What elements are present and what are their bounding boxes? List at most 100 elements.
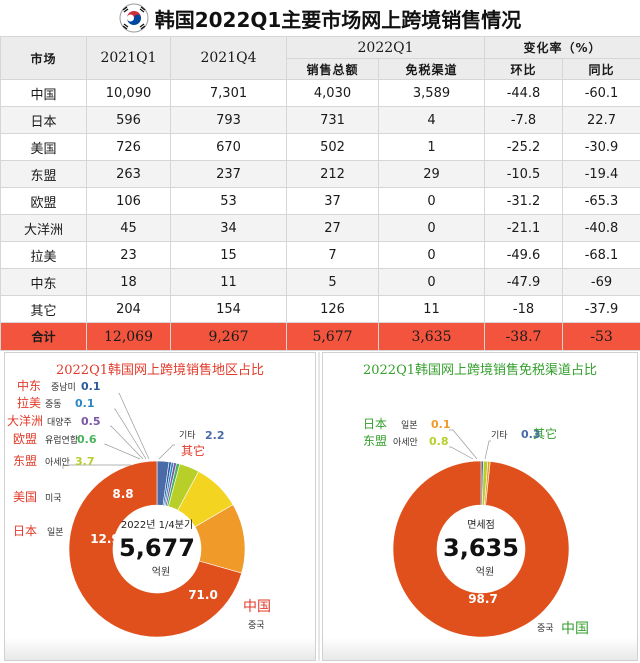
- cell-sales: 37: [286, 187, 379, 215]
- cell-dutyfree: 1: [377, 133, 486, 161]
- slice-value-7: 0.1: [81, 380, 101, 393]
- col-header-2021q4: 2021Q4: [170, 36, 287, 80]
- cell-yoy: -60.1: [562, 79, 640, 107]
- cell-sales: 4,030: [286, 79, 379, 107]
- slice-label-kr-4: 유럽연합: [45, 435, 78, 446]
- total-qoq: -38.7: [484, 322, 564, 351]
- col-header-dutyfree: 免税渠道: [377, 58, 486, 80]
- leader-line-3: [62, 464, 131, 469]
- col-header-2022q1: 2022Q1: [285, 36, 486, 59]
- cell-market: 其它: [0, 295, 87, 323]
- slice-label-kr-0: 중국: [537, 623, 554, 634]
- cell-qoq: -47.9: [484, 268, 564, 296]
- col-header-change: 变化率（%）: [484, 36, 640, 59]
- donut-slice-0: [68, 460, 243, 638]
- region-share-donut-chart: 2022년 1/4분기 5,677 억원 中国 중국 71.0 日本 일본 12.9 美国 미국 8.…: [7, 378, 271, 638]
- cell-2021q4: 237: [170, 160, 287, 188]
- leader-line-4: [104, 443, 141, 460]
- donut-center-value: 3,635: [443, 534, 519, 562]
- cell-2021q4: 11: [170, 268, 287, 296]
- donut-center-unit: 억원: [152, 566, 170, 578]
- cell-dutyfree: 11: [377, 295, 486, 323]
- cell-market: 东盟: [0, 160, 87, 188]
- region-share-panel: 2022Q1韩国网上跨境销售地区占比 2022년 1/4분기 5,677 억원 中国 중…: [4, 352, 316, 661]
- cell-qoq: -7.8: [484, 106, 564, 134]
- table-row: 东盟 263 237 212 29 -10.5 -19.4: [0, 160, 640, 188]
- cell-sales: 5: [286, 268, 379, 296]
- slice-label-cn-3: 其它: [533, 426, 557, 441]
- cell-sales: 212: [286, 160, 379, 188]
- slice-value-5: 0.5: [81, 415, 101, 428]
- slice-label-kr-8: 기타: [179, 430, 196, 441]
- total-label: 合计: [0, 322, 87, 351]
- total-sales: 5,677: [286, 322, 379, 351]
- cell-dutyfree: 3,589: [377, 79, 486, 107]
- region-share-title: 2022Q1韩国网上跨境销售地区占比: [55, 363, 264, 378]
- leader-line-5: [110, 425, 144, 460]
- cell-dutyfree: 4: [377, 106, 486, 134]
- donut-slice-0: [392, 460, 570, 638]
- cell-2021q1: 18: [86, 268, 171, 296]
- stats-table: 市场 2021Q1 2021Q4 2022Q1 变化率（%） 销售总额 免税渠道…: [0, 36, 640, 351]
- cell-2021q1: 726: [86, 133, 171, 161]
- slice-label-kr-7: 중남미: [51, 382, 76, 393]
- cell-2021q4: 15: [170, 241, 287, 269]
- slice-value-1: 0.1: [431, 418, 451, 431]
- cell-2021q4: 154: [170, 295, 287, 323]
- panel-shadow: [323, 638, 637, 660]
- donut-center-caption: 2022년 1/4분기: [121, 519, 193, 531]
- donut-center-unit: 억원: [476, 566, 494, 578]
- slice-label-cn-0: 中国: [243, 599, 271, 615]
- col-header-market: 市场: [0, 36, 87, 80]
- slice-label-kr-2: 미국: [45, 493, 62, 504]
- cell-yoy: -69: [562, 268, 640, 296]
- korea-flag-icon: [119, 3, 149, 33]
- table-row: 欧盟 106 53 37 0 -31.2 -65.3: [0, 187, 640, 215]
- cell-market: 日本: [0, 106, 87, 134]
- cell-qoq: -49.6: [484, 241, 564, 269]
- cell-qoq: -18: [484, 295, 564, 323]
- panel-divider: [318, 352, 320, 661]
- cell-qoq: -10.5: [484, 160, 564, 188]
- cell-yoy: -19.4: [562, 160, 640, 188]
- slice-value-3: 0.3: [521, 428, 541, 441]
- cell-market: 拉美: [0, 241, 87, 269]
- cell-yoy: -40.8: [562, 214, 640, 242]
- cell-dutyfree: 0: [377, 187, 486, 215]
- slice-label-cn-2: 东盟: [363, 434, 387, 448]
- slice-label-cn-4: 欧盟: [13, 432, 37, 446]
- cell-qoq: -44.8: [484, 79, 564, 107]
- cell-2021q4: 670: [170, 133, 287, 161]
- slice-label-cn-1: 日本: [363, 417, 387, 431]
- cell-2021q1: 45: [86, 214, 171, 242]
- slice-label-cn-3: 东盟: [13, 454, 37, 468]
- cell-sales: 27: [286, 214, 379, 242]
- cell-market: 美国: [0, 133, 87, 161]
- donut-slices: [392, 460, 570, 638]
- title-bar: 韩国2022Q1主要市场网上跨境销售情况: [0, 0, 640, 36]
- cell-market: 中国: [0, 79, 87, 107]
- slice-value-2: 0.8: [429, 435, 449, 448]
- cell-2021q4: 793: [170, 106, 287, 134]
- leader-line-3: [484, 440, 491, 460]
- slice-label-kr-2: 아세안: [393, 437, 418, 448]
- slice-label-kr-6: 중동: [45, 399, 62, 410]
- col-header-sales: 销售总额: [286, 58, 379, 80]
- table-row: 中国 10,090 7,301 4,030 3,589 -44.8 -60.1: [0, 79, 640, 107]
- cell-sales: 502: [286, 133, 379, 161]
- slice-value-0: 98.7: [468, 592, 498, 606]
- slice-label-cn-7: 中东: [17, 378, 41, 393]
- slice-label-cn-2: 美国: [13, 490, 37, 504]
- total-dutyfree: 3,635: [377, 322, 486, 351]
- donut-center-value: 5,677: [119, 534, 195, 562]
- cell-sales: 7: [286, 241, 379, 269]
- table-row: 拉美 23 15 7 0 -49.6 -68.1: [0, 241, 640, 269]
- page-title: 韩国2022Q1主要市场网上跨境销售情况: [154, 7, 522, 32]
- slice-label-kr-3: 아세안: [45, 457, 70, 468]
- cell-2021q4: 7,301: [170, 79, 287, 107]
- table-row: 日本 596 793 731 4 -7.8 22.7: [0, 106, 640, 134]
- dutyfree-share-donut-chart: 면세점 3,635 억원 中国 중국 98.7 日本 일본 0.1 东盟 아세안 0.8 其它 기타 0.3: [363, 417, 589, 638]
- col-header-2021q1: 2021Q1: [86, 36, 171, 80]
- slice-label-cn-5: 大洋洲: [7, 413, 43, 428]
- total-yoy: -53: [562, 322, 640, 351]
